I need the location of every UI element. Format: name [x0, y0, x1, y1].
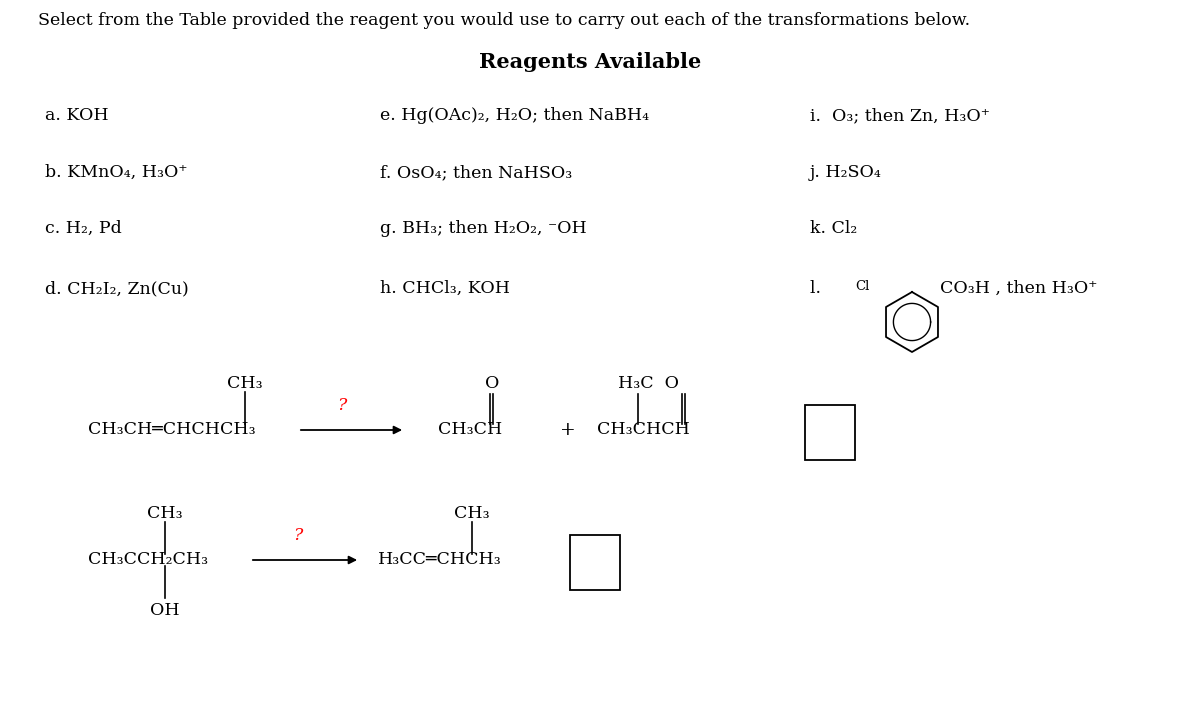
Text: CH₃CCH₂CH₃: CH₃CCH₂CH₃	[88, 552, 208, 569]
Text: Select from the Table provided the reagent you would use to carry out each of th: Select from the Table provided the reage…	[38, 12, 970, 29]
Text: c. H₂, Pd: c. H₂, Pd	[46, 220, 121, 237]
Bar	[570, 535, 620, 590]
Bar	[805, 405, 856, 460]
Text: i.  O₃; then Zn, H₃O⁺: i. O₃; then Zn, H₃O⁺	[810, 107, 990, 124]
Text: g. BH₃; then H₂O₂, ⁻OH: g. BH₃; then H₂O₂, ⁻OH	[380, 220, 587, 237]
Text: Cl: Cl	[856, 280, 869, 293]
Text: j. H₂SO₄: j. H₂SO₄	[810, 164, 882, 181]
Text: e. Hg(OAc)₂, H₂O; then NaBH₄: e. Hg(OAc)₂, H₂O; then NaBH₄	[380, 107, 649, 124]
Text: H₃CC═CHCH₃: H₃CC═CHCH₃	[378, 552, 502, 569]
Text: Reagents Available: Reagents Available	[479, 52, 701, 72]
Text: H₃C  O: H₃C O	[618, 375, 679, 392]
Text: CH₃CHCH: CH₃CHCH	[598, 421, 690, 439]
Text: ?: ?	[337, 397, 347, 413]
Text: ?: ?	[293, 526, 302, 543]
Text: h. CHCl₃, KOH: h. CHCl₃, KOH	[380, 280, 510, 297]
Text: CH₃: CH₃	[148, 505, 182, 522]
Text: k. Cl₂: k. Cl₂	[810, 220, 857, 237]
Text: OH: OH	[150, 602, 180, 619]
Text: CH₃: CH₃	[227, 375, 263, 392]
Text: CH₃: CH₃	[454, 505, 490, 522]
Text: +: +	[560, 421, 576, 439]
Text: b. KMnO₄, H₃O⁺: b. KMnO₄, H₃O⁺	[46, 164, 187, 181]
Text: l.: l.	[810, 280, 832, 297]
Text: f. OsO₄; then NaHSO₃: f. OsO₄; then NaHSO₃	[380, 164, 572, 181]
Text: CH₃CH: CH₃CH	[438, 421, 503, 439]
Text: d. CH₂I₂, Zn(Cu): d. CH₂I₂, Zn(Cu)	[46, 280, 188, 297]
Text: CO₃H , then H₃O⁺: CO₃H , then H₃O⁺	[940, 280, 1097, 297]
Text: O: O	[485, 375, 499, 392]
Text: a. KOH: a. KOH	[46, 107, 109, 124]
Text: CH₃CH═CHCHCH₃: CH₃CH═CHCHCH₃	[88, 421, 256, 439]
